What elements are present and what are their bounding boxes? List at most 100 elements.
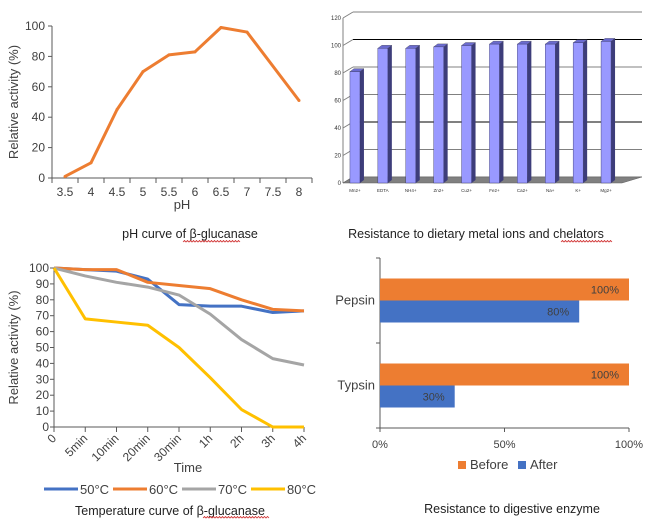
data-point — [245, 30, 249, 34]
x-tick-label: Mg2+ — [600, 188, 612, 193]
y-tick-label: 80 — [36, 293, 50, 307]
data-point — [167, 53, 171, 57]
bar-side — [527, 41, 532, 183]
bar-after — [380, 300, 580, 323]
bar — [572, 39, 588, 184]
x-tick-label: 5min — [62, 431, 90, 459]
y-tick-label: 20 — [36, 388, 50, 402]
side-gridline — [342, 11, 354, 19]
y-tick-label: 100 — [29, 261, 49, 275]
bar-front — [545, 43, 556, 184]
data-point — [89, 161, 93, 165]
x-tick-label: K+ — [575, 188, 581, 193]
bar-side — [611, 38, 616, 183]
side-gridline — [342, 66, 354, 74]
y-tick-label: 80 — [32, 49, 46, 63]
bar-side — [415, 45, 420, 183]
x-tick-label: 5 — [140, 185, 147, 199]
y-tick-label: 80 — [334, 71, 341, 77]
legend-item: 60°C — [113, 482, 178, 497]
digestive-enzyme-chart: 0% 50% 100% Pepsin 100% 80% Typsin 100% 30% Befor… — [335, 257, 643, 472]
x-tick-label: 5.5 — [161, 185, 178, 199]
spellcheck-underline — [560, 239, 613, 243]
x-tick-label: 0 — [44, 431, 59, 446]
bar — [377, 45, 393, 184]
x-tick-label: 50% — [493, 439, 515, 451]
y-tick-label: 60 — [334, 99, 341, 105]
legend-item: 50°C — [44, 482, 109, 497]
bar-before — [380, 278, 629, 301]
ph-chart: 0 20 40 60 80 100 3.5 4 4.5 5 5.5 6 6.5 7 7.5 8 pH Relati… — [6, 19, 313, 212]
x-tick-label: NH4+ — [405, 188, 417, 193]
y-tick-label: 60 — [36, 325, 50, 339]
metal-chart-caption: Resistance to dietary metal ions and che… — [348, 227, 604, 241]
data-point — [141, 70, 145, 74]
temp-chart-caption: Temperature curve of β-glucanase — [75, 504, 265, 518]
series-line-50c — [53, 266, 305, 315]
legend-swatch — [518, 461, 526, 469]
x-tick-label: 6.5 — [213, 185, 230, 199]
legend-item: 80°C — [251, 482, 316, 497]
x-tick-label: 3.5 — [57, 185, 74, 199]
metal-ion-chart: 0 20 40 60 80 100 120 Mn2+ EDTA NH4+ Zn2+ Cu2+ Fe2+ C… — [331, 11, 643, 193]
x-tick-label: 0% — [372, 439, 388, 451]
bar-front — [377, 48, 389, 184]
y-tick-label: 10 — [36, 404, 50, 418]
legend-label: After — [530, 457, 558, 472]
x-tick-label: 10min — [89, 431, 122, 464]
x-tick-label: 1h — [196, 431, 215, 450]
x-axis-title: pH — [174, 197, 191, 212]
side-gridline — [342, 39, 354, 46]
x-tick-label: 7 — [244, 185, 251, 199]
legend-swatch — [458, 461, 466, 469]
x-axis-title: Time — [174, 460, 202, 475]
bar — [489, 40, 504, 184]
y-axis-title: Relative activity (%) — [6, 290, 21, 404]
bar — [433, 43, 449, 184]
data-label: 100% — [591, 370, 619, 382]
legend-label: 80°C — [287, 482, 316, 497]
bar-side — [387, 45, 392, 183]
x-tick-label: 8 — [296, 185, 303, 199]
x-tick-label: Cu2+ — [461, 188, 472, 193]
bar-front — [405, 48, 416, 184]
y-tick-label: 20 — [334, 154, 341, 160]
y-tick-label: 30 — [36, 372, 50, 386]
data-label: 30% — [423, 392, 445, 404]
legend-item: After — [518, 457, 558, 472]
series-line-80c — [52, 267, 304, 429]
legend-label: 50°C — [80, 482, 109, 497]
data-point — [219, 26, 223, 30]
bar-front — [489, 43, 500, 184]
legend-label: 70°C — [218, 482, 247, 497]
x-tick-label: 7.5 — [265, 185, 282, 199]
y-tick-label: 40 — [334, 126, 341, 132]
x-tick-label: Mn2+ — [349, 188, 361, 193]
legend-label: Before — [470, 457, 508, 472]
y-tick-label: 60 — [32, 80, 46, 94]
bar-front — [461, 45, 472, 184]
x-tick-label: 4 — [88, 185, 95, 199]
bar-after — [380, 385, 455, 408]
bar — [349, 68, 365, 184]
x-tick-label: 6 — [192, 185, 199, 199]
bar-side — [443, 43, 448, 183]
data-point — [193, 50, 197, 54]
y-tick-label: 120 — [331, 16, 342, 22]
series-line-60c — [53, 266, 305, 313]
bar-front — [433, 46, 444, 184]
x-tick-label: 4.5 — [109, 185, 126, 199]
enzyme-chart-caption: Resistance to digestive enzyme — [424, 502, 600, 516]
data-point — [297, 98, 301, 102]
bar-before — [380, 363, 629, 386]
bar — [405, 45, 421, 184]
legend-item: 70°C — [182, 482, 247, 497]
ph-chart-caption: pH curve of β-glucanase — [122, 227, 258, 241]
bar — [516, 40, 532, 184]
spellcheck-underline — [202, 515, 270, 519]
series-line-70c — [53, 266, 305, 367]
bar — [461, 42, 476, 184]
x-tick-label: EDTA — [377, 188, 389, 193]
data-point — [63, 174, 67, 178]
